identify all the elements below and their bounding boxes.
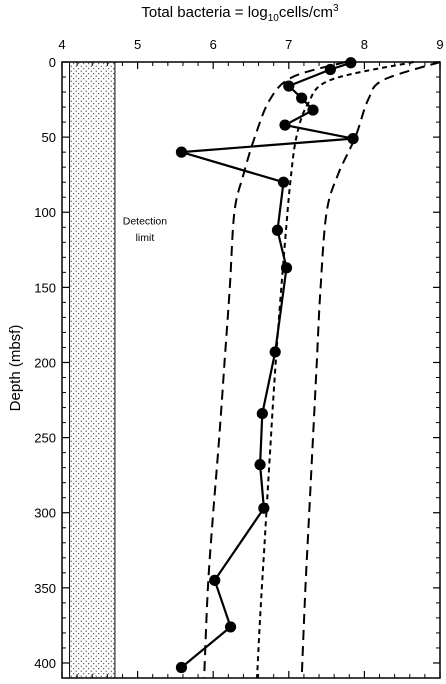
data-point: [279, 119, 291, 131]
dashed-outer-left-curve: [203, 61, 346, 679]
y-axis-label: Depth (mbsf): [7, 325, 24, 412]
data-point: [283, 80, 295, 92]
y-axis: 0 50 100 150 200 250 300 350 400: [34, 55, 440, 671]
y-tick-label: 100: [34, 205, 56, 220]
y-tick-label: 350: [34, 581, 56, 596]
data-point: [258, 502, 270, 514]
detection-limit-band: [69, 61, 116, 679]
dashed-inner-curve: [256, 61, 414, 679]
y-tick-label: 250: [34, 431, 56, 446]
data-point: [224, 621, 237, 633]
detection-limit-label-line2: limit: [136, 232, 155, 244]
y-tick-label: 150: [34, 280, 56, 295]
data-point: [347, 133, 359, 145]
data-point: [345, 57, 357, 69]
dashed-curves: [203, 61, 441, 679]
dashed-outer-right-curve: [300, 61, 441, 679]
x-tick-label: 5: [134, 37, 141, 52]
x-tick-label: 8: [361, 37, 368, 52]
detection-limit-label-line1: Detection: [123, 215, 168, 227]
data-series: [175, 57, 359, 674]
data-point: [209, 574, 221, 586]
chart-title: Total bacteria = log10cells/cm3: [141, 3, 339, 24]
data-point: [269, 346, 281, 358]
y-tick-label: 0: [49, 55, 56, 70]
y-tick-label: 400: [34, 656, 56, 671]
data-point: [254, 459, 266, 471]
y-tick-label: 200: [34, 355, 56, 370]
data-point: [277, 176, 290, 188]
data-point: [271, 224, 284, 236]
measured-line: [180, 61, 354, 669]
data-point: [296, 92, 308, 104]
y-tick-label: 50: [42, 130, 56, 145]
data-point: [280, 262, 293, 274]
x-tick-label: 4: [58, 37, 65, 52]
data-point: [307, 104, 319, 116]
data-point: [175, 146, 188, 158]
y-tick-label: 300: [34, 506, 56, 521]
plot-frame: [61, 61, 441, 679]
data-point: [175, 661, 188, 674]
x-axis: 4 5 6 7 8 9: [58, 37, 444, 678]
x-tick-label: 9: [436, 37, 443, 52]
x-tick-label: 7: [285, 37, 292, 52]
x-tick-label: 6: [210, 37, 217, 52]
data-point: [324, 63, 336, 76]
data-point: [256, 407, 268, 420]
